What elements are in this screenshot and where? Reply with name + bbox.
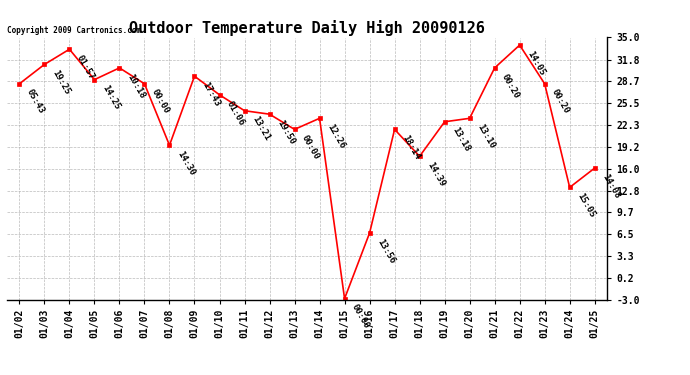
Text: 14:39: 14:39 bbox=[425, 160, 446, 188]
Text: Copyright 2009 Cartronics.com: Copyright 2009 Cartronics.com bbox=[7, 26, 141, 35]
Text: 00:00: 00:00 bbox=[300, 134, 322, 161]
Text: 18:14: 18:14 bbox=[400, 134, 422, 161]
Text: 19:50: 19:50 bbox=[275, 118, 296, 146]
Text: 13:56: 13:56 bbox=[375, 237, 396, 265]
Text: 00:20: 00:20 bbox=[550, 88, 571, 116]
Text: 14:30: 14:30 bbox=[175, 149, 196, 177]
Text: 13:21: 13:21 bbox=[250, 115, 271, 142]
Text: 00:00: 00:00 bbox=[350, 303, 371, 330]
Text: 01:57: 01:57 bbox=[75, 53, 96, 81]
Title: Outdoor Temperature Daily High 20090126: Outdoor Temperature Daily High 20090126 bbox=[129, 20, 485, 36]
Text: 14:25: 14:25 bbox=[100, 84, 121, 112]
Text: 14:05: 14:05 bbox=[525, 49, 546, 77]
Text: 19:25: 19:25 bbox=[50, 69, 71, 96]
Text: 13:10: 13:10 bbox=[475, 123, 496, 150]
Text: 14:08: 14:08 bbox=[600, 172, 622, 200]
Text: 05:43: 05:43 bbox=[25, 88, 46, 116]
Text: 00:20: 00:20 bbox=[500, 72, 522, 100]
Text: 10:18: 10:18 bbox=[125, 72, 146, 100]
Text: 17:43: 17:43 bbox=[200, 80, 221, 108]
Text: 01:06: 01:06 bbox=[225, 99, 246, 127]
Text: 15:05: 15:05 bbox=[575, 192, 596, 219]
Text: 13:18: 13:18 bbox=[450, 126, 471, 154]
Text: 12:26: 12:26 bbox=[325, 123, 346, 150]
Text: 00:00: 00:00 bbox=[150, 88, 171, 116]
